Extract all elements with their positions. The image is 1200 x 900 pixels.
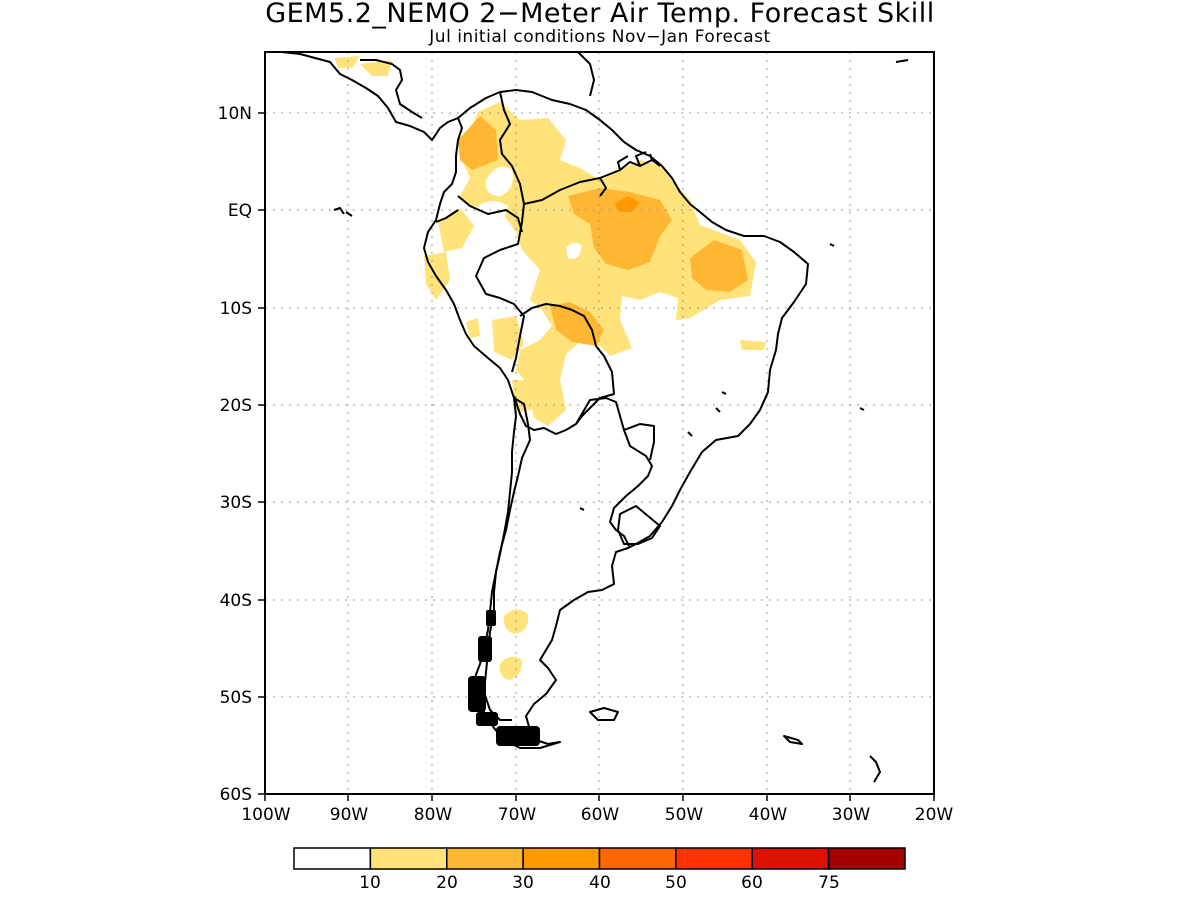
longitude-labels: 100W 90W 80W 70W 60W 50W 40W 30W 20W [241, 805, 953, 825]
lon-label: 30W [832, 805, 871, 825]
lon-label: 100W [241, 805, 290, 825]
grid-lines [265, 52, 934, 794]
colorbar-label: 75 [818, 873, 840, 893]
south-america-coast [423, 89, 809, 749]
colorbar-label: 50 [665, 873, 687, 893]
lat-label: 10S [220, 299, 252, 319]
colorbar-label: 60 [741, 873, 763, 893]
colorbar-swatch [522, 847, 601, 870]
colorbar-swatch [675, 847, 754, 870]
colorbar-swatch [751, 847, 830, 870]
colorbar-label: 10 [359, 873, 381, 893]
colorbar-swatch [369, 847, 448, 870]
lon-label: 50W [665, 805, 704, 825]
lon-label: 70W [498, 805, 537, 825]
map-title: GEM5.2_NEMO 2−Meter Air Temp. Forecast S… [265, 0, 935, 29]
lon-label: 40W [749, 805, 788, 825]
tick-marks [258, 112, 935, 801]
skill-region-ecuador [438, 208, 474, 252]
latitude-labels: 10N EQ 10S 20S 30S 40S 50S 60S [218, 104, 252, 805]
colorbar-labels: 10 20 30 40 50 60 75 [359, 873, 840, 893]
country-borders [435, 91, 661, 721]
colorbar-swatch [293, 847, 372, 870]
lat-label: 60S [220, 785, 252, 805]
skill-region-core-amazon [568, 188, 672, 270]
colorbar-swatch [446, 847, 524, 870]
lon-label: 80W [414, 805, 453, 825]
colorbar-swatch [827, 847, 906, 870]
lat-label: EQ [228, 201, 252, 221]
lat-label: 30S [220, 493, 252, 513]
colorbar [293, 847, 906, 870]
coastlines [281, 52, 909, 783]
lat-label: 40S [220, 591, 252, 611]
lat-label: 10N [218, 104, 252, 124]
central-america-coast [281, 52, 459, 141]
map-subtitle: Jul initial conditions Nov−Jan Forecast [429, 27, 771, 47]
lon-label: 90W [330, 805, 369, 825]
skill-region-central-america [335, 56, 392, 76]
lon-label: 20W [915, 805, 954, 825]
colorbar-swatch [598, 847, 677, 870]
colorbar-label: 20 [436, 873, 458, 893]
lon-label: 60W [581, 805, 620, 825]
chilean-fjords [468, 610, 540, 746]
colorbar-label: 40 [589, 873, 611, 893]
skill-shading [335, 56, 766, 680]
map-frame [264, 51, 935, 795]
colorbar-label: 30 [512, 873, 534, 893]
lat-label: 50S [220, 688, 252, 708]
lat-label: 20S [220, 396, 252, 416]
